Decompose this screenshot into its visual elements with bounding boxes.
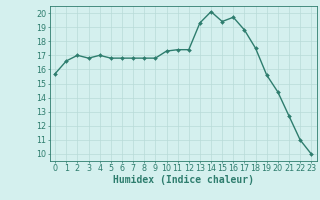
X-axis label: Humidex (Indice chaleur): Humidex (Indice chaleur): [113, 175, 254, 185]
